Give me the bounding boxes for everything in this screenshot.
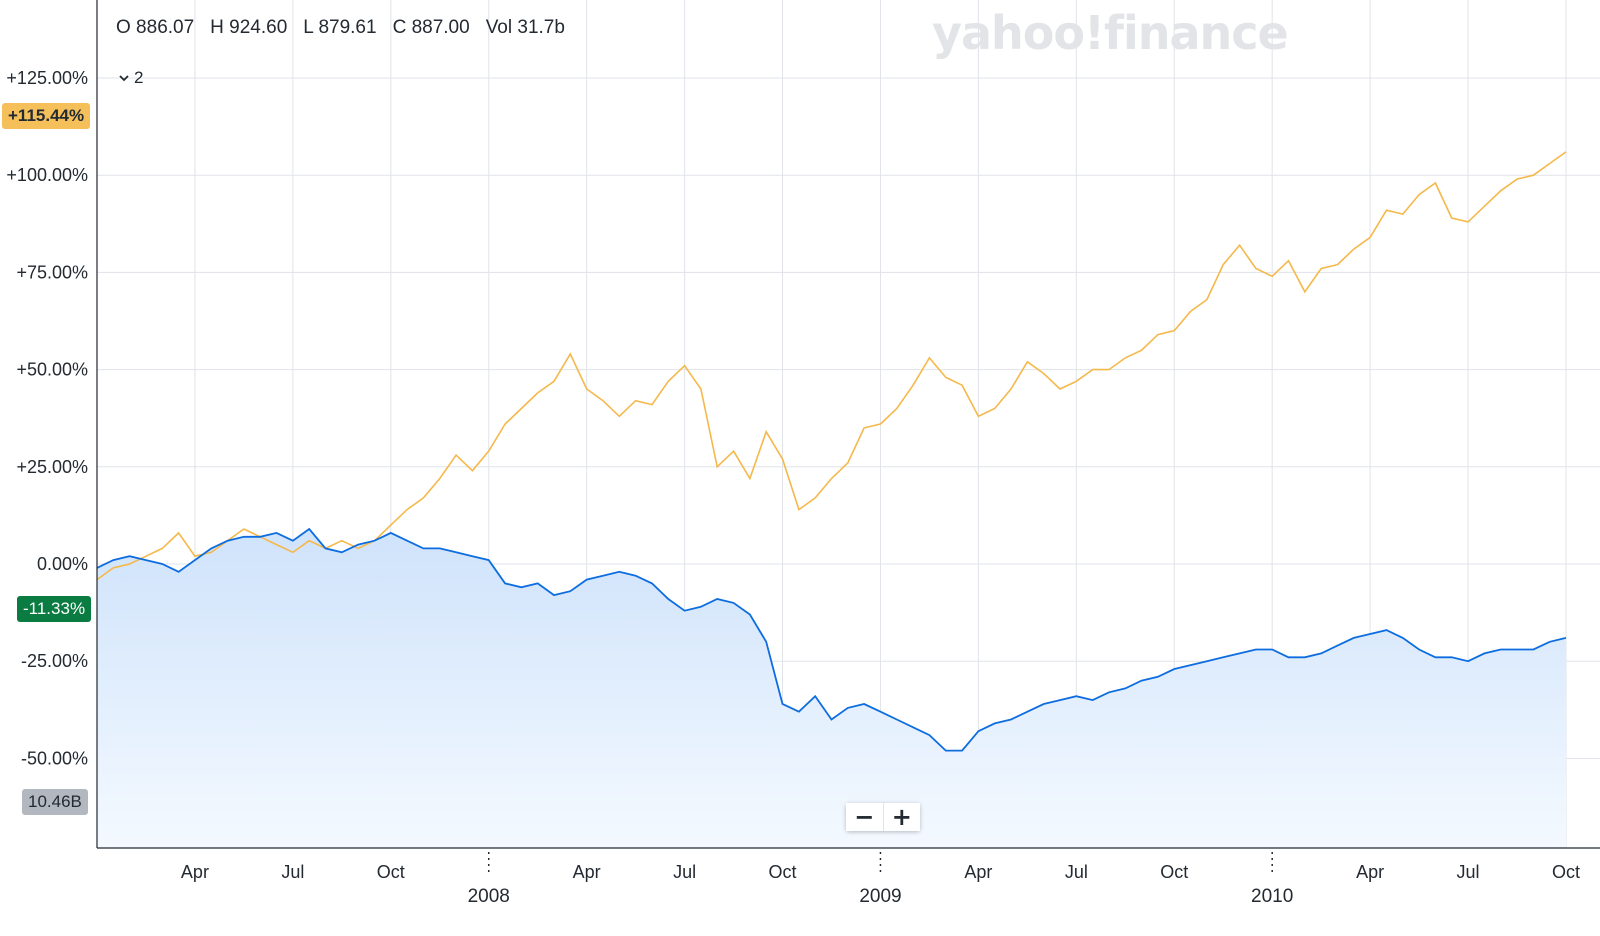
- x-tick-label: Apr: [964, 862, 992, 882]
- x-year-label: 2008: [468, 886, 510, 907]
- comparison-last-value-tag: +115.44%: [2, 103, 91, 129]
- x-tick-label: Oct: [377, 862, 405, 882]
- zoom-out-button[interactable]: −: [846, 803, 883, 831]
- ohlc-readout: O 886.07 H 924.60 L 879.61 C 887.00 Vol …: [116, 17, 565, 39]
- compare-count: 2: [134, 68, 144, 87]
- yahoo-finance-watermark: yahoo!finance: [932, 6, 1289, 60]
- x-tick-label: Jul: [1457, 862, 1480, 882]
- y-tick-label: +100.00%: [6, 165, 88, 185]
- compare-series-toggle[interactable]: 2: [118, 68, 143, 88]
- x-tick-label: Jul: [1065, 862, 1088, 882]
- x-tick-label: Apr: [1356, 862, 1384, 882]
- high-value: H 924.60: [210, 17, 288, 38]
- primary-series-area: [97, 529, 1566, 848]
- zoom-in-button[interactable]: +: [882, 803, 920, 831]
- x-year-label: 2010: [1251, 886, 1293, 907]
- close-value: C 887.00: [392, 17, 470, 38]
- x-tick-label: Apr: [181, 862, 209, 882]
- volume-value: Vol 31.7b: [485, 17, 565, 38]
- volume-last-value-tag: 10.46B: [22, 789, 88, 815]
- chevron-down-icon: [119, 75, 129, 82]
- x-tick-label: Jul: [673, 862, 696, 882]
- x-tick-label: Apr: [573, 862, 601, 882]
- y-tick-label: +75.00%: [16, 262, 88, 282]
- y-tick-label: +125.00%: [6, 68, 88, 88]
- x-year-label: 2009: [859, 886, 901, 907]
- y-tick-label: -25.00%: [21, 651, 88, 671]
- open-value: O 886.07: [116, 17, 195, 38]
- x-tick-label: Jul: [281, 862, 304, 882]
- x-tick-label: Oct: [1552, 862, 1580, 882]
- x-tick-label: Oct: [1160, 862, 1188, 882]
- x-tick-label: Oct: [769, 862, 797, 882]
- low-value: L 879.61: [303, 17, 377, 38]
- zoom-controls: − +: [846, 803, 920, 831]
- comparison-series-line: [96, 151, 1567, 581]
- primary-series-line: [96, 527, 1567, 752]
- y-tick-label: +25.00%: [16, 457, 88, 477]
- y-tick-label: +50.00%: [16, 360, 88, 380]
- y-tick-label: -50.00%: [21, 748, 88, 768]
- primary-last-value-tag: -11.33%: [17, 596, 92, 622]
- y-tick-label: 0.00%: [37, 554, 88, 574]
